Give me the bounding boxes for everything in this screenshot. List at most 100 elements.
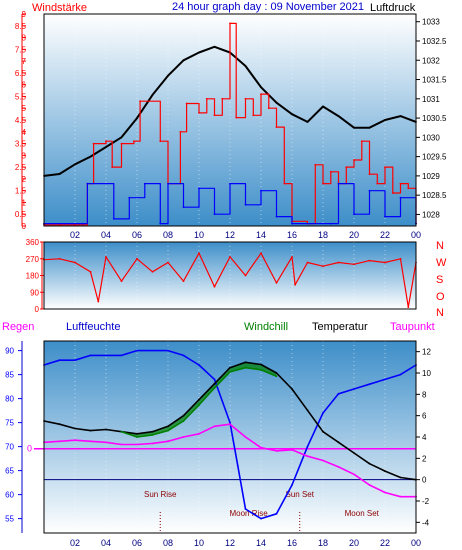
series-point xyxy=(151,442,154,445)
series-point xyxy=(368,189,371,192)
series-point xyxy=(74,261,76,264)
series-point xyxy=(198,364,200,366)
series-point xyxy=(399,257,402,260)
series-point xyxy=(275,450,278,452)
y-right-tick-label: 1030.5 xyxy=(422,114,447,123)
series-point xyxy=(244,203,247,206)
astro-annotation: Moon Rise xyxy=(229,509,268,518)
y-left-tick-label: 0 xyxy=(35,305,40,314)
series-point xyxy=(74,439,76,442)
series-point xyxy=(384,470,386,472)
x-tick-label: 20 xyxy=(349,230,359,240)
series-point xyxy=(182,206,185,209)
x-tick-label: 08 xyxy=(163,538,173,548)
y-left-tick-label: 65 xyxy=(5,467,14,476)
series-point xyxy=(120,142,123,145)
series-point xyxy=(89,440,92,443)
x-tick-label: 18 xyxy=(318,230,328,240)
series-point xyxy=(167,182,169,185)
series-point xyxy=(213,378,216,381)
pressure-axis-title: Luftdruck xyxy=(370,2,416,14)
series-point xyxy=(136,257,138,260)
series-point xyxy=(86,182,89,185)
series-point xyxy=(368,173,371,176)
series-point xyxy=(58,359,61,362)
y-right-tick-label: 1029 xyxy=(422,172,440,181)
series-point xyxy=(229,421,231,424)
series-point xyxy=(213,213,216,216)
series-point xyxy=(198,398,200,401)
series-point xyxy=(260,252,262,255)
series-point xyxy=(353,213,355,216)
compass-label-0: N xyxy=(436,240,444,252)
series-point xyxy=(291,256,293,258)
series-point xyxy=(322,412,324,414)
series-point xyxy=(353,452,355,454)
series-point xyxy=(105,428,107,431)
series-point xyxy=(128,196,131,199)
series-point xyxy=(306,409,309,412)
series-point xyxy=(112,218,115,220)
series-point xyxy=(368,259,371,262)
series-point xyxy=(58,173,61,175)
series-point xyxy=(58,223,61,226)
series-point xyxy=(111,166,114,169)
series-point xyxy=(391,192,394,194)
series-point xyxy=(353,159,355,161)
series-point xyxy=(182,436,185,438)
series-point xyxy=(244,366,247,369)
series-point xyxy=(143,182,146,185)
series-point xyxy=(384,119,386,121)
series-point xyxy=(353,126,355,129)
series-point xyxy=(58,423,61,426)
series-point xyxy=(384,491,386,494)
series-point xyxy=(322,459,324,462)
series-point xyxy=(213,425,216,428)
series-point xyxy=(291,222,293,225)
y-right-tick-label: 8 xyxy=(422,390,427,399)
series-point xyxy=(291,448,293,451)
series-line-luftfeuchte xyxy=(43,349,417,520)
astro-annotation: Sun Rise xyxy=(144,490,177,499)
series-point xyxy=(291,113,293,116)
series-point xyxy=(74,359,76,362)
series-point xyxy=(74,427,76,430)
series-point xyxy=(89,354,92,357)
series-point xyxy=(229,366,231,369)
x-tick-label: 22 xyxy=(380,230,390,240)
x-tick-label: 02 xyxy=(70,230,80,240)
series-point xyxy=(97,300,100,303)
y-left-tick-label: 5.5 xyxy=(15,92,27,101)
series-point xyxy=(167,74,169,77)
compass-label-1: W xyxy=(436,257,447,269)
y-left-tick-label: 4.5 xyxy=(15,116,27,125)
series-point xyxy=(167,425,169,428)
series-point xyxy=(322,265,324,268)
series-point xyxy=(235,116,238,119)
y-right-tick-label: 6 xyxy=(422,412,427,421)
compass-label-2: S xyxy=(436,274,443,286)
series-point xyxy=(294,283,296,286)
series-point xyxy=(291,484,293,486)
x-tick-label: 06 xyxy=(132,538,142,548)
y-right-tick-label: -2 xyxy=(422,497,430,506)
x-tick-label: 06 xyxy=(132,230,142,240)
series-point xyxy=(198,187,200,190)
series-point xyxy=(120,280,123,282)
series-point xyxy=(167,440,169,443)
series-point xyxy=(136,443,138,446)
series-point xyxy=(368,126,371,129)
y-right-tick-label: 1029.5 xyxy=(422,153,447,162)
series-point xyxy=(58,257,61,260)
x-tick-label: 12 xyxy=(225,230,235,240)
y-left-tick-label: 90 xyxy=(5,347,14,356)
series-point xyxy=(229,423,231,426)
series-point xyxy=(399,115,402,117)
series-point xyxy=(179,130,182,133)
series-point xyxy=(329,170,332,173)
series-point xyxy=(120,136,123,139)
y-right-tick-label: 10 xyxy=(422,369,431,378)
series-point xyxy=(306,261,309,264)
astro-annotation: Sun Set xyxy=(286,490,315,499)
